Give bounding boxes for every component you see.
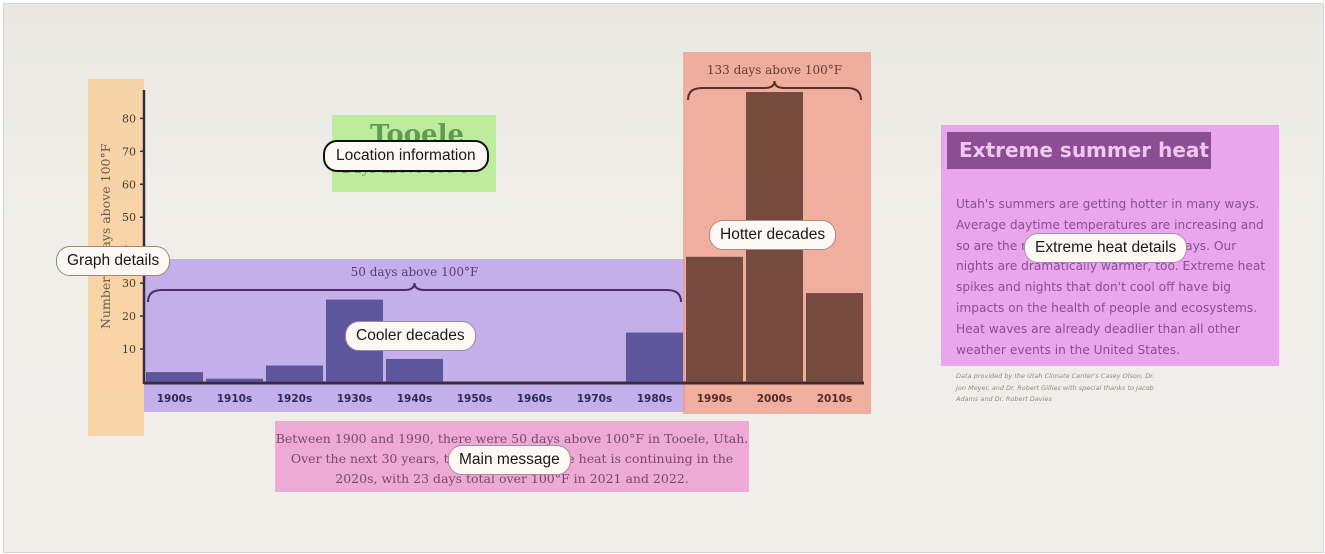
x-tick-label: 2010s bbox=[817, 393, 852, 405]
bar-1900s bbox=[146, 372, 203, 382]
cooler-decades-label: Cooler decades bbox=[345, 321, 476, 351]
bar-1980s bbox=[626, 332, 683, 382]
x-tick-label: 1930s bbox=[337, 393, 372, 405]
location-information-label: Location information bbox=[323, 140, 489, 172]
x-tick-label: 1980s bbox=[637, 393, 672, 405]
x-tick-label: 1960s bbox=[517, 393, 552, 405]
x-tick-label: 1910s bbox=[217, 393, 252, 405]
x-tick-label: 1970s bbox=[577, 393, 612, 405]
bracket-cooler bbox=[147, 282, 682, 303]
graph-details-label: Graph details bbox=[56, 246, 171, 276]
bar-1990s bbox=[686, 256, 743, 382]
x-tick-label: 1920s bbox=[277, 393, 312, 405]
cooler-total-label: 50 days above 100°F bbox=[351, 265, 479, 279]
x-tick-label: 1950s bbox=[457, 393, 492, 405]
x-tick-label: 1990s bbox=[697, 393, 732, 405]
bar-1910s bbox=[206, 378, 263, 382]
y-tick-label: 60 bbox=[122, 178, 136, 191]
x-tick-label: 2000s bbox=[757, 393, 792, 405]
extreme-heat-details-label: Extreme heat details bbox=[1024, 233, 1188, 263]
bar-1920s bbox=[266, 365, 323, 382]
y-tick-label: 30 bbox=[122, 277, 136, 290]
x-tick-label: 1900s bbox=[157, 393, 192, 405]
y-tick-label: 80 bbox=[122, 112, 136, 125]
poster-photo: Tooele Days above 100°F 1020304050607080… bbox=[3, 3, 1324, 553]
x-tick-label: 1940s bbox=[397, 393, 432, 405]
y-tick-label: 50 bbox=[122, 211, 136, 224]
hotter-decades-label: Hotter decades bbox=[709, 220, 837, 250]
bar-2010s bbox=[806, 293, 863, 382]
bar-1940s bbox=[386, 358, 443, 382]
extreme-heat-title: Extreme summer heat bbox=[947, 132, 1211, 169]
main-message-label: Main message bbox=[448, 445, 571, 475]
y-tick-label: 70 bbox=[122, 145, 136, 158]
hotter-total-label: 133 days above 100°F bbox=[707, 63, 842, 77]
extreme-heat-body: Utah's summers are getting hotter in man… bbox=[956, 197, 1266, 357]
y-tick-label: 20 bbox=[122, 310, 136, 323]
bracket-hotter bbox=[687, 80, 862, 101]
data-credits: Data provided by the Utah Climate Center… bbox=[956, 372, 1155, 403]
y-tick-label: 10 bbox=[122, 343, 136, 356]
